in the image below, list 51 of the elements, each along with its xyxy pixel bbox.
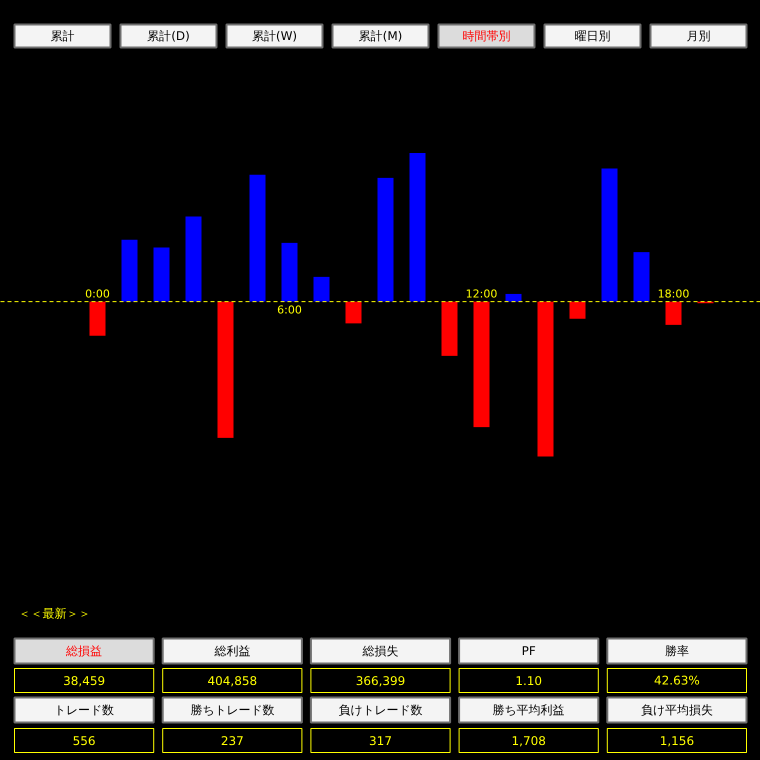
text: 1.10 [515, 674, 542, 688]
bar [154, 247, 170, 302]
text: 累計(W) [252, 29, 298, 43]
text: 勝ちトレード数 [190, 703, 274, 717]
x-tick-label: 12:00 [466, 288, 498, 301]
text: 237 [220, 734, 244, 748]
bar [410, 153, 426, 302]
text: トレード数 [54, 703, 114, 717]
bar [442, 302, 458, 356]
text: 総損益 [65, 644, 102, 658]
text: 累計(D) [147, 29, 190, 43]
bar [314, 276, 330, 302]
x-tick-label: 6:00 [277, 304, 302, 317]
text: 月別 [686, 29, 710, 43]
x-tick-label: 18:00 [658, 288, 690, 301]
text: 勝ち平均利益 [492, 703, 565, 717]
text: 1,708 [512, 734, 546, 748]
bar [538, 302, 554, 457]
bar [634, 252, 650, 302]
text: 404,858 [207, 674, 258, 688]
bar [506, 294, 522, 302]
x-tick-label: 0:00 [85, 288, 110, 301]
text: 累計(M) [358, 29, 402, 43]
text: 時間帯別 [462, 29, 510, 43]
text: 366,399 [356, 674, 406, 688]
bar [346, 302, 362, 324]
text: 曜日別 [574, 29, 610, 43]
bar [282, 242, 298, 302]
bar [218, 302, 234, 438]
text: 勝率 [664, 644, 689, 658]
text: ＜＜最新＞＞ [18, 606, 90, 620]
text: 556 [72, 734, 96, 748]
text: 総利益 [213, 644, 250, 658]
bar [378, 178, 394, 302]
bar [666, 302, 682, 325]
bar [250, 174, 266, 302]
text: 38,459 [63, 674, 106, 688]
text: 負けトレード数 [338, 703, 422, 717]
bar [90, 302, 106, 336]
bar [474, 302, 490, 428]
bar [570, 302, 586, 319]
text: 総損失 [362, 644, 398, 658]
bar [602, 168, 618, 302]
text: 42.63% [654, 674, 700, 688]
text: 1,156 [660, 734, 694, 748]
text: 累計 [50, 29, 74, 43]
bar [186, 216, 202, 302]
text: PF [522, 644, 536, 658]
text: 317 [369, 734, 392, 748]
bar [122, 240, 138, 302]
text: 負け平均損失 [640, 703, 713, 717]
